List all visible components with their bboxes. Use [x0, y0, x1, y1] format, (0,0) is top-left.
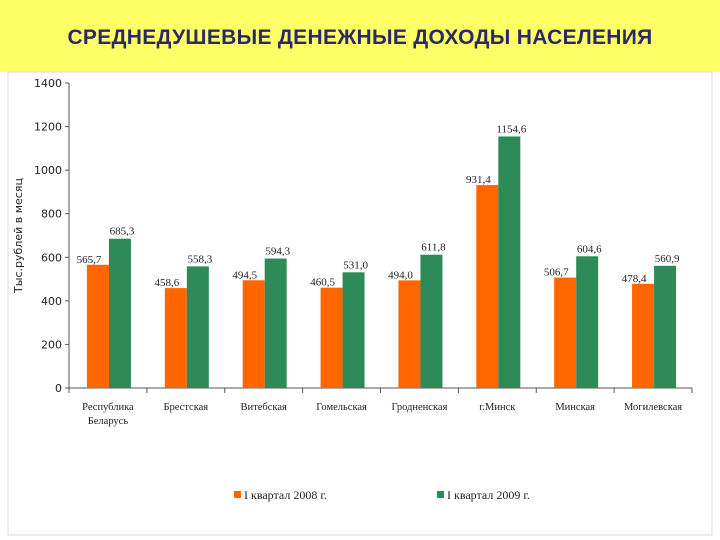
category-label: Гомельская — [316, 402, 367, 413]
y-tick-label: 0 — [55, 382, 62, 395]
data-labels: 565,7 685,3 458,6 558,3 494,5 594,3 460,5 531,0… — [77, 123, 680, 289]
title-bar — [0, 0, 720, 72]
bar-value-label: 494,5 — [232, 269, 257, 281]
bar-2009 — [576, 256, 599, 388]
y-axis-title: Тыс.рублей в месяц — [12, 178, 25, 294]
bar-value-label: 611,8 — [421, 242, 446, 254]
bar-value-label: 565,7 — [77, 254, 102, 266]
bar-value-label: 558,3 — [187, 253, 212, 265]
bar-value-label: 594,3 — [265, 246, 290, 258]
category-label: г.Минск — [479, 402, 516, 413]
y-tick-label: 1400 — [34, 77, 62, 90]
bar-2008 — [164, 288, 187, 388]
category-labels: Республика Беларусь Брестская Витебская Гоме… — [82, 402, 682, 427]
bar-2009 — [108, 238, 131, 388]
axes: 0 200 400 600 800 1000 1200 1400 Тыс.рублей в ме… — [12, 77, 693, 395]
bar-2009 — [654, 265, 677, 388]
bar-value-label: 494,0 — [388, 269, 413, 281]
bar-2008 — [86, 264, 109, 388]
y-tick-label: 400 — [41, 295, 62, 308]
slide-title: СРЕДНЕДУШЕВЫЕ ДЕНЕЖНЫЕ ДОХОДЫ НАСЕЛЕНИЯ — [67, 26, 653, 49]
bar-value-label: 685,3 — [110, 226, 135, 238]
y-tick-label: 600 — [41, 251, 62, 264]
bar-value-label: 460,5 — [310, 277, 335, 289]
bar-2008 — [632, 283, 655, 388]
legend-swatch-2008 — [234, 491, 241, 498]
category-label: Гродненская — [391, 402, 447, 413]
bar-value-label: 506,7 — [544, 267, 569, 279]
y-tick-label: 200 — [41, 338, 62, 351]
category-label: Брестская — [163, 402, 208, 413]
bar-value-label: 478,4 — [622, 273, 647, 285]
plot-frame — [7, 71, 713, 536]
bar-2008 — [320, 287, 343, 388]
bars — [86, 136, 677, 388]
bar-value-label: 1154,6 — [496, 123, 526, 135]
y-tick-label: 1200 — [34, 121, 62, 134]
bar-2009 — [186, 266, 209, 388]
legend: I квартал 2008 г. I квартал 2009 г. — [234, 488, 530, 502]
bar-2008 — [242, 280, 265, 388]
category-label: Беларусь — [88, 416, 129, 427]
bar-2009 — [420, 254, 443, 388]
category-label: Могилевская — [624, 402, 682, 413]
legend-label-2008: I квартал 2008 г. — [244, 488, 327, 502]
bar-value-label: 531,0 — [343, 259, 368, 271]
y-tick-label: 800 — [41, 208, 62, 221]
legend-swatch-2009 — [437, 491, 444, 498]
category-label: Минская — [555, 402, 595, 413]
bar-2009 — [342, 272, 365, 388]
bar-2008 — [476, 185, 499, 388]
bar-value-label: 604,6 — [577, 243, 602, 255]
bar-2008 — [554, 277, 577, 388]
bar-2009 — [498, 136, 521, 388]
bar-2009 — [264, 258, 287, 388]
category-label: Витебская — [241, 402, 287, 413]
category-label: Республика — [82, 402, 134, 413]
y-tick-label: 1000 — [34, 164, 62, 177]
legend-label-2009: I квартал 2009 г. — [447, 488, 530, 502]
bar-2008 — [398, 280, 421, 388]
bar-value-label: 458,6 — [154, 277, 179, 289]
bar-value-label: 560,9 — [655, 253, 680, 265]
bar-value-label: 931,4 — [466, 174, 491, 186]
